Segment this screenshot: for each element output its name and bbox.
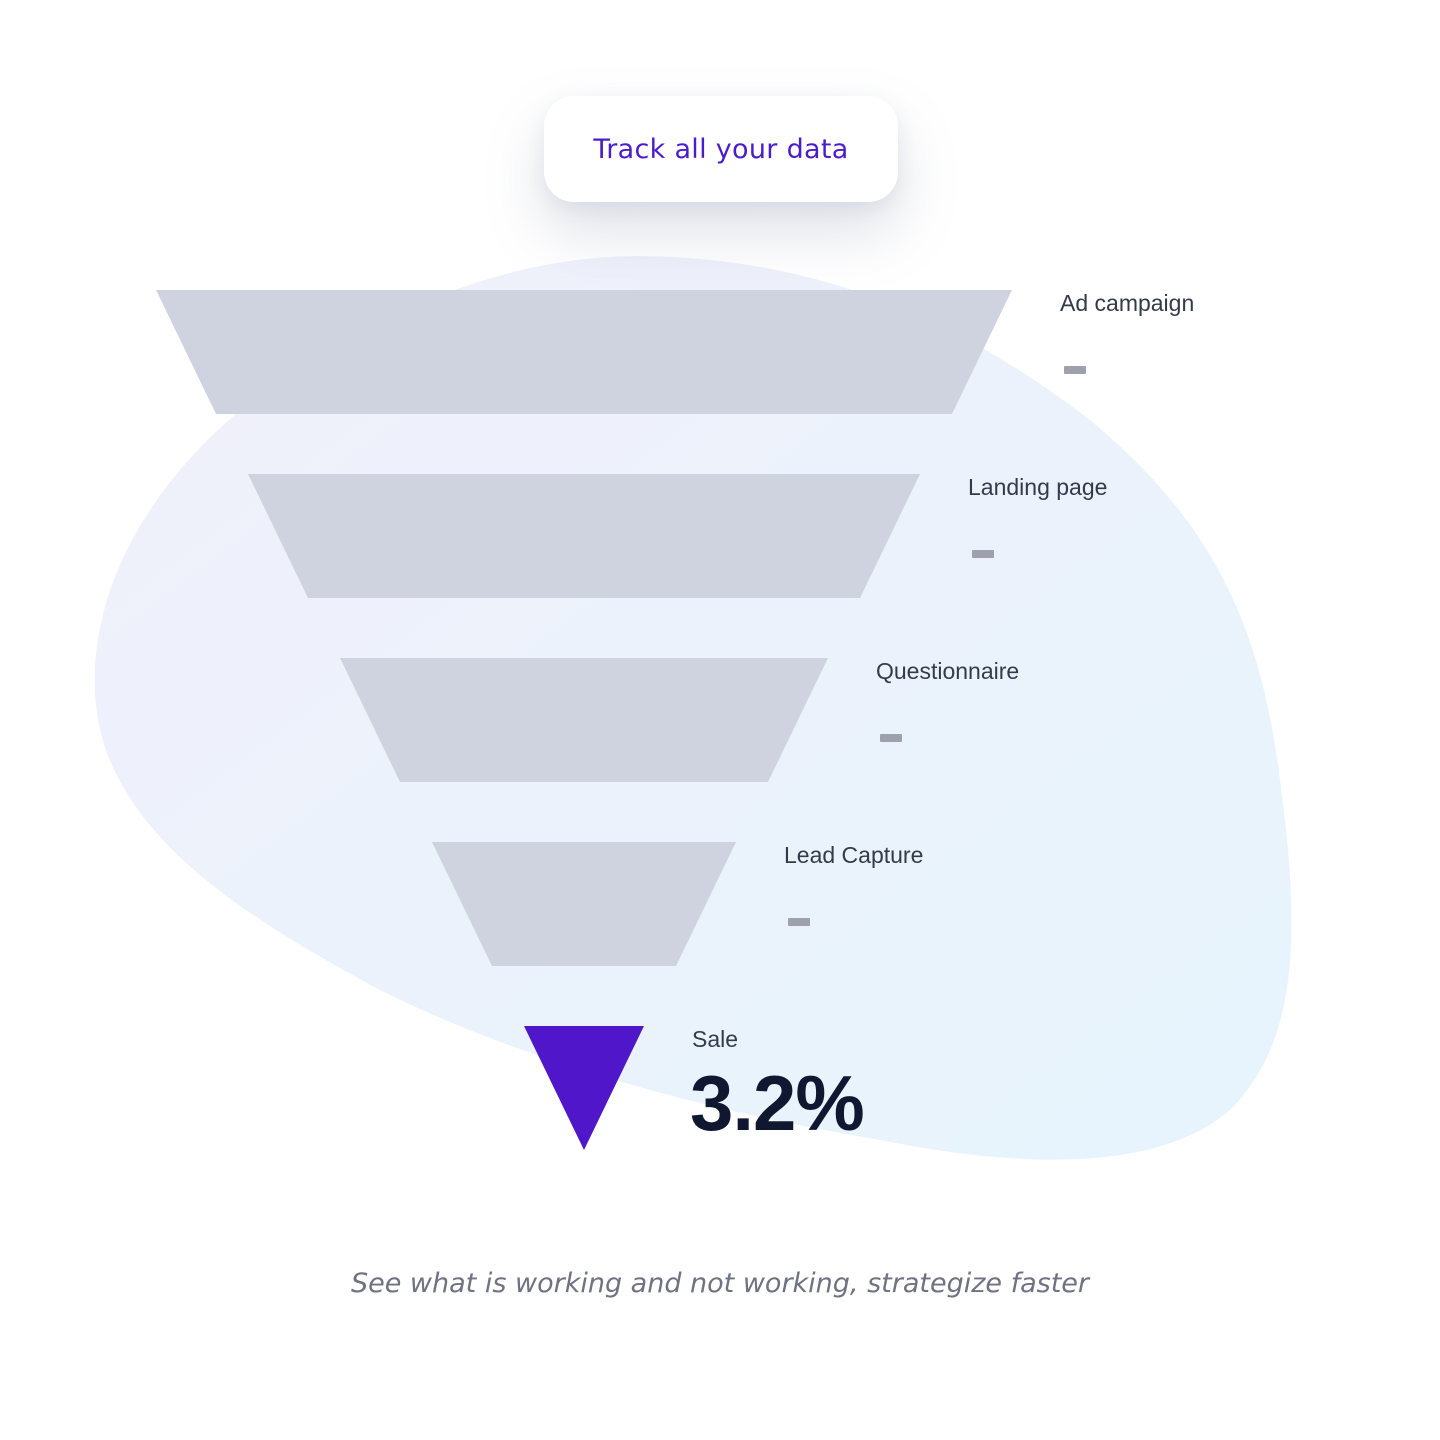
- track-data-badge: Track all your data: [544, 96, 898, 202]
- sale-conversion-rate: 3.2%: [690, 1059, 865, 1147]
- funnel-stage-lead-capture: [432, 842, 736, 966]
- funnel-stage-sale: [524, 1026, 644, 1150]
- stage-label-lead-capture: Lead Capture: [784, 842, 924, 868]
- stage-value-placeholder-landing-page: [972, 550, 994, 558]
- funnel-stage-ad-campaign: [156, 290, 1012, 414]
- stage-value-placeholder-questionnaire: [880, 734, 902, 742]
- stage-label-questionnaire: Questionnaire: [876, 658, 1020, 684]
- stage-value-placeholder-ad-campaign: [1064, 366, 1086, 374]
- funnel-stage-questionnaire: [340, 658, 828, 782]
- stage-label-sale: Sale: [692, 1026, 739, 1052]
- stage-value-placeholder-lead-capture: [788, 918, 810, 926]
- tagline: See what is working and not working, str…: [350, 1268, 1090, 1299]
- badge-label: Track all your data: [593, 133, 849, 165]
- funnel-stage-landing-page: [248, 474, 920, 598]
- stage-label-ad-campaign: Ad campaign: [1060, 290, 1195, 316]
- stage-label-landing-page: Landing page: [968, 474, 1108, 500]
